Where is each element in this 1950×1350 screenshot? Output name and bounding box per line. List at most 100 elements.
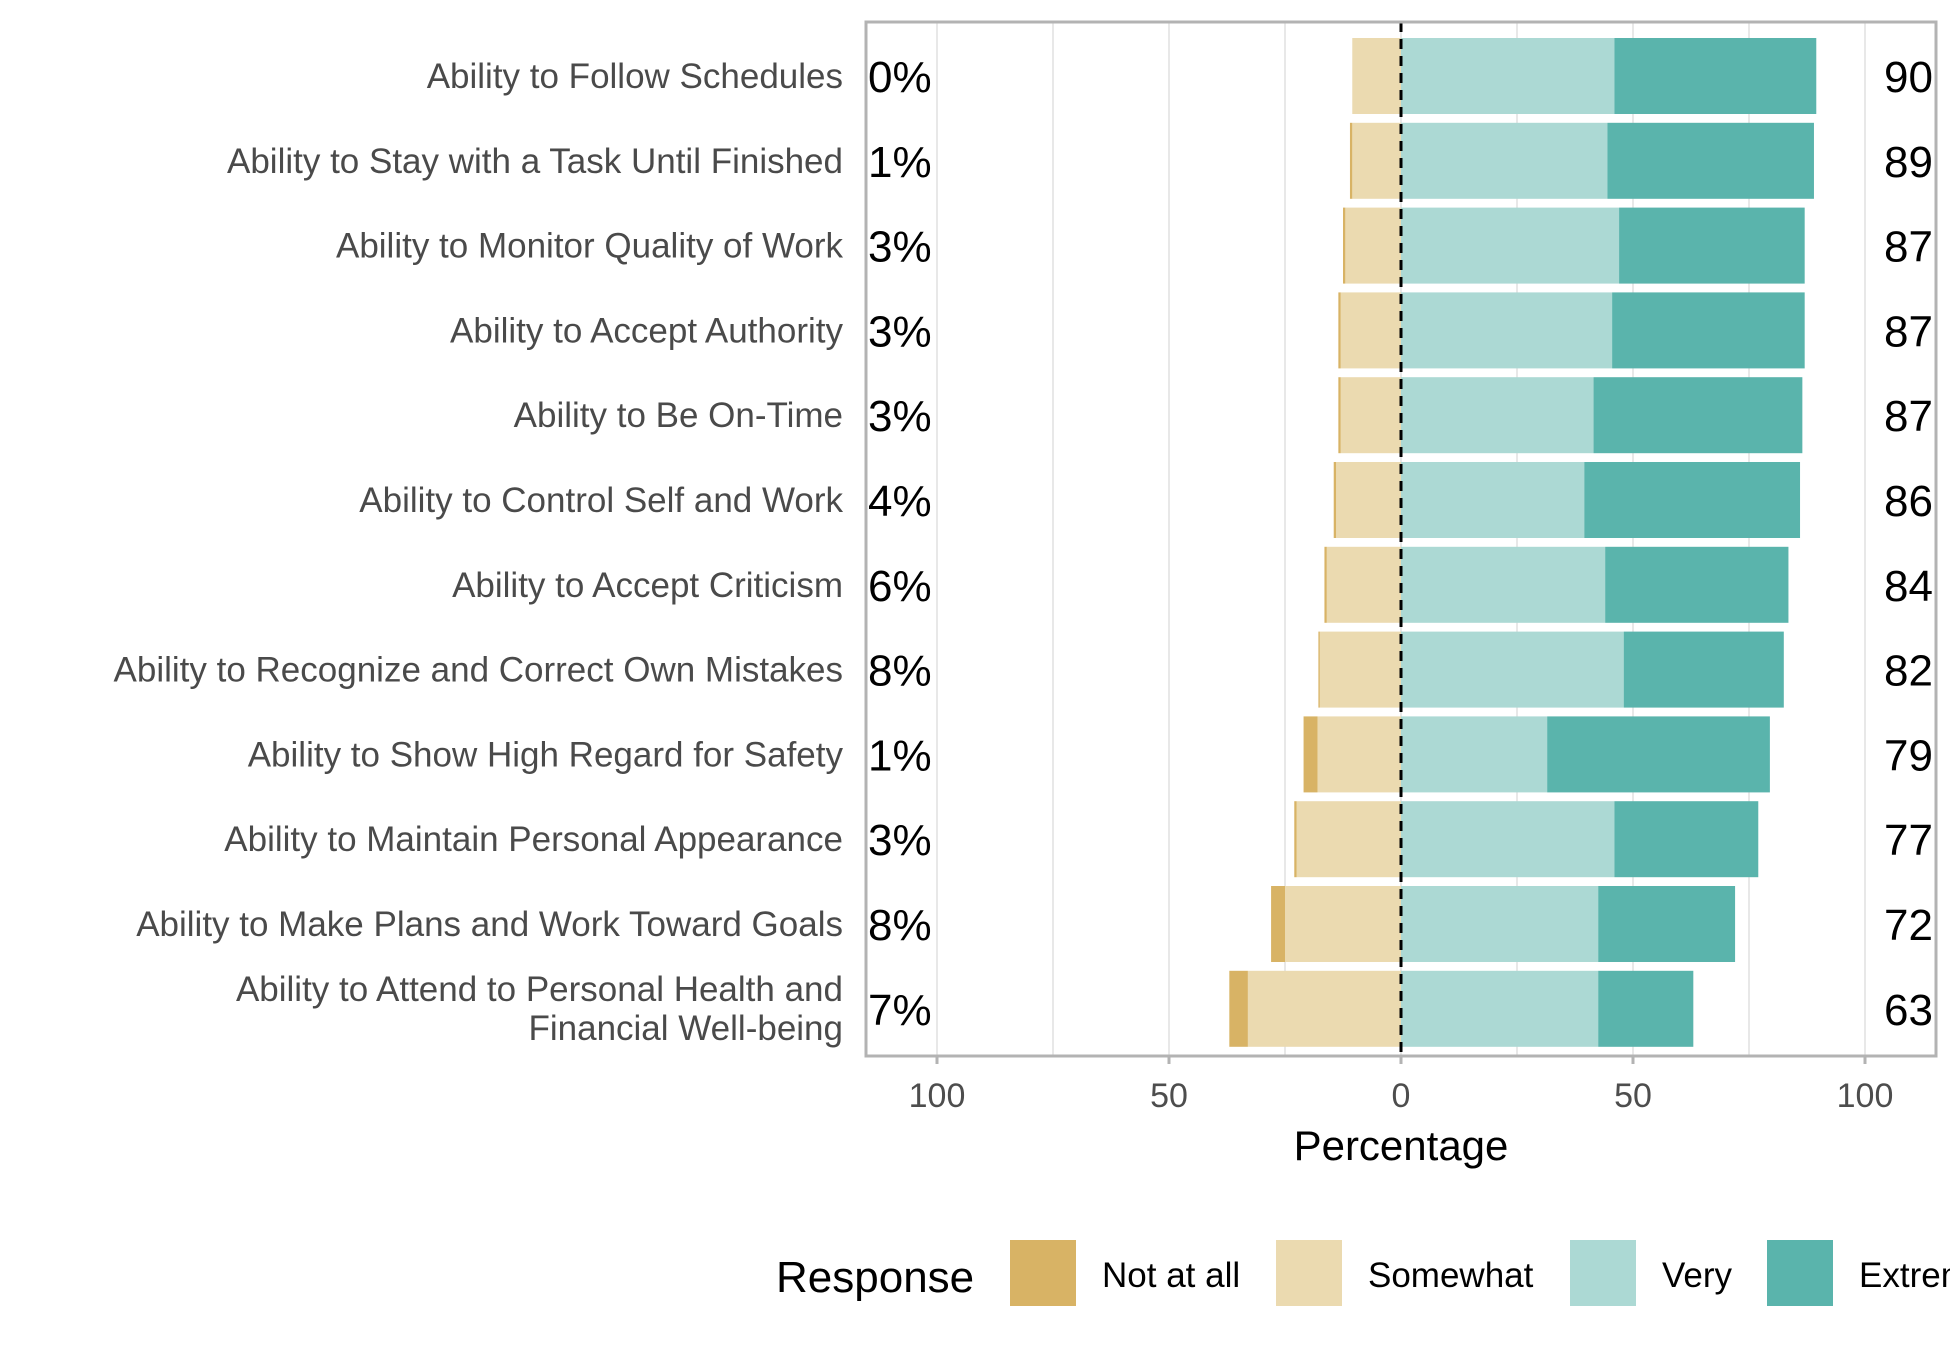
right-percent-label: 87 xyxy=(1884,223,1933,272)
x-tick-label: 50 xyxy=(1614,1077,1652,1115)
left-percent-label: 7% xyxy=(868,986,932,1035)
category-label: Ability to Stay with a Task Until Finish… xyxy=(227,142,843,181)
bar-very-5 xyxy=(1401,377,1594,454)
category-label: Ability to Show High Regard for Safety xyxy=(248,735,844,774)
legend-label-not-at-all: Not at all xyxy=(1102,1256,1240,1295)
bar-very-10 xyxy=(1401,801,1615,878)
bar-extremely-8 xyxy=(1623,631,1784,708)
category-labels: Ability to Follow Schedules Ability to St… xyxy=(114,57,844,1048)
left-percent-labels: 0% 1% 3% 3% 3% 4% 6% 8% 1% 3% 8% 7% xyxy=(868,53,932,1035)
bar-very-3 xyxy=(1401,207,1620,284)
bar-very-11 xyxy=(1401,886,1599,962)
bar-somewhat-11 xyxy=(1285,886,1401,962)
bar-not-at-all-4 xyxy=(1338,292,1341,369)
bar-very-4 xyxy=(1401,292,1613,369)
right-percent-label: 86 xyxy=(1884,477,1933,526)
left-percent-label: 4% xyxy=(868,477,932,526)
legend-label-somewhat: Somewhat xyxy=(1368,1256,1534,1295)
bar-somewhat-1 xyxy=(1352,38,1401,114)
left-percent-label: 3% xyxy=(868,223,932,272)
bar-not-at-all-3 xyxy=(1343,207,1346,284)
x-axis-title: Percentage xyxy=(1294,1122,1509,1169)
bar-extremely-3 xyxy=(1619,207,1805,284)
left-percent-label: 8% xyxy=(868,901,932,950)
bar-extremely-9 xyxy=(1547,716,1770,793)
bar-somewhat-5 xyxy=(1340,377,1401,454)
right-percent-label: 89 xyxy=(1884,138,1933,187)
category-label: Ability to Control Self and Work xyxy=(359,481,843,520)
left-percent-label: 1% xyxy=(868,731,932,780)
bar-somewhat-9 xyxy=(1317,716,1401,793)
category-label: Ability to Attend to Personal Health and… xyxy=(236,970,843,1048)
bar-extremely-6 xyxy=(1584,462,1801,538)
x-tick-label: 100 xyxy=(909,1077,966,1115)
legend-key-somewhat xyxy=(1276,1240,1342,1306)
bar-somewhat-6 xyxy=(1336,462,1401,538)
bar-somewhat-3 xyxy=(1345,207,1401,284)
bar-extremely-11 xyxy=(1598,886,1736,962)
category-label: Ability to Recognize and Correct Own Mis… xyxy=(114,651,843,690)
category-label: Ability to Follow Schedules xyxy=(427,57,843,96)
bar-somewhat-2 xyxy=(1352,122,1401,199)
legend-key-not-at-all xyxy=(1010,1240,1076,1306)
bar-very-12 xyxy=(1401,970,1599,1047)
right-percent-labels: 90 89 87 87 87 86 84 82 79 77 72 63 xyxy=(1884,53,1933,1035)
bar-very-8 xyxy=(1401,631,1624,708)
bars xyxy=(1229,38,1817,1047)
category-label: Ability to Be On-Time xyxy=(514,396,843,435)
category-label: Ability to Make Plans and Work Toward Go… xyxy=(136,905,843,944)
bar-not-at-all-6 xyxy=(1333,462,1337,538)
left-percent-label: 1% xyxy=(868,138,932,187)
bar-extremely-1 xyxy=(1614,38,1817,114)
left-percent-label: 3% xyxy=(868,307,932,356)
legend-title: Response xyxy=(776,1253,974,1302)
right-percent-label: 79 xyxy=(1884,731,1933,780)
bar-somewhat-7 xyxy=(1326,546,1401,623)
legend-key-extremely xyxy=(1767,1240,1833,1306)
bar-not-at-all-9 xyxy=(1303,716,1318,793)
right-percent-label: 63 xyxy=(1884,986,1933,1035)
bar-somewhat-8 xyxy=(1319,631,1401,708)
right-percent-label: 87 xyxy=(1884,392,1933,441)
x-axis-ticks: 100 50 0 50 100 xyxy=(909,1056,1894,1115)
category-label: Ability to Monitor Quality of Work xyxy=(336,227,844,266)
left-percent-label: 8% xyxy=(868,647,932,696)
bar-very-9 xyxy=(1401,716,1548,793)
right-percent-label: 84 xyxy=(1884,562,1933,611)
bar-not-at-all-10 xyxy=(1294,801,1297,878)
bar-somewhat-10 xyxy=(1296,801,1401,878)
right-percent-label: 72 xyxy=(1884,901,1933,950)
bar-not-at-all-11 xyxy=(1271,886,1285,962)
left-percent-label: 0% xyxy=(868,53,932,102)
x-tick-label: 100 xyxy=(1837,1077,1894,1115)
bar-very-7 xyxy=(1401,546,1606,623)
bar-not-at-all-5 xyxy=(1338,377,1341,454)
bar-extremely-5 xyxy=(1593,377,1803,454)
left-percent-label: 3% xyxy=(868,392,932,441)
right-percent-label: 90 xyxy=(1884,53,1933,102)
legend-label-very: Very xyxy=(1662,1256,1733,1295)
bar-not-at-all-7 xyxy=(1324,546,1327,623)
bar-very-2 xyxy=(1401,122,1608,199)
bar-somewhat-4 xyxy=(1340,292,1401,369)
legend: Response Not at all Somewhat Very Extremely xyxy=(776,1240,1950,1306)
bar-extremely-4 xyxy=(1612,292,1805,369)
bar-very-1 xyxy=(1401,38,1615,114)
right-percent-label: 77 xyxy=(1884,816,1933,865)
left-percent-label: 6% xyxy=(868,562,932,611)
category-label: Ability to Accept Criticism xyxy=(452,566,843,605)
bar-somewhat-12 xyxy=(1247,970,1401,1047)
x-tick-label: 50 xyxy=(1150,1077,1188,1115)
category-label: Ability to Accept Authority xyxy=(450,311,843,350)
right-percent-label: 87 xyxy=(1884,307,1933,356)
bar-extremely-12 xyxy=(1598,970,1694,1047)
legend-key-very xyxy=(1570,1240,1636,1306)
bar-extremely-7 xyxy=(1605,546,1789,623)
legend-label-extremely: Extremely xyxy=(1859,1256,1950,1295)
bar-very-6 xyxy=(1401,462,1585,538)
bar-not-at-all-12 xyxy=(1229,970,1248,1047)
bar-extremely-2 xyxy=(1607,122,1814,199)
bar-extremely-10 xyxy=(1614,801,1759,878)
left-percent-label: 3% xyxy=(868,816,932,865)
